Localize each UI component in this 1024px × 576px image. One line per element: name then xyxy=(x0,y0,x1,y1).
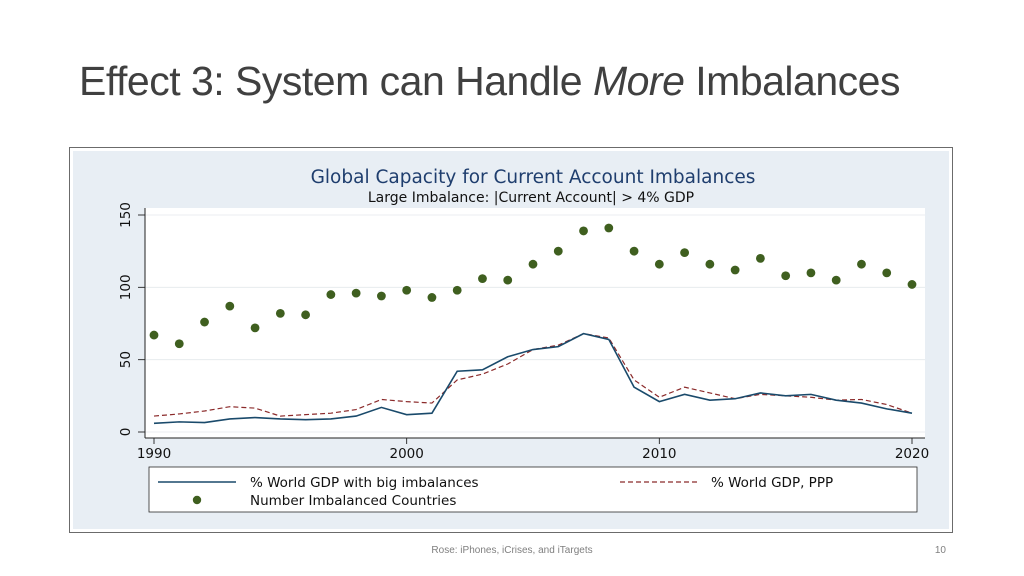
count-point-2008 xyxy=(604,223,614,233)
count-point-2004 xyxy=(503,275,513,285)
legend-key-count xyxy=(192,495,202,505)
legend-label-gdp: % World GDP with big imbalances xyxy=(250,475,479,491)
x-tick-label-2000: 2000 xyxy=(389,446,423,462)
count-point-1997 xyxy=(326,290,336,299)
x-tick-label-2020: 2020 xyxy=(895,446,929,462)
x-tick-label-2010: 2010 xyxy=(642,446,676,462)
count-point-2010 xyxy=(654,259,664,269)
count-point-1990 xyxy=(149,330,159,340)
count-point-2009 xyxy=(629,246,639,256)
slide-title-emphasis: More xyxy=(592,58,685,104)
count-point-2001 xyxy=(427,293,437,302)
count-point-1991 xyxy=(174,339,184,349)
count-point-1996 xyxy=(301,310,310,320)
count-point-2019 xyxy=(882,268,892,278)
count-point-1994 xyxy=(250,323,260,333)
plot-background xyxy=(145,208,925,438)
count-point-2016 xyxy=(806,268,816,278)
count-point-2011 xyxy=(680,248,689,258)
series-line-ppp xyxy=(153,333,913,417)
count-point-1995 xyxy=(275,308,285,318)
page-number: 10 xyxy=(934,545,946,556)
chart-frame: Global Capacity for Current Account Imba… xyxy=(69,147,953,533)
y-tick-label-0: 0 xyxy=(118,428,134,437)
count-point-2014 xyxy=(756,254,765,263)
y-tick-label-150: 150 xyxy=(118,202,134,228)
count-point-1998 xyxy=(351,288,361,298)
count-point-1993 xyxy=(225,301,235,311)
chart-subtitle: Large Imbalance: |Current Account| > 4% … xyxy=(368,190,694,206)
count-point-2018 xyxy=(857,259,866,269)
count-point-2005 xyxy=(528,259,538,269)
count-point-2012 xyxy=(705,259,715,269)
y-tick-label-50: 50 xyxy=(118,351,134,368)
slide-footer: Rose: iPhones, iCrises, and iTargets xyxy=(431,545,593,556)
x-tick-label-1990: 1990 xyxy=(137,446,171,462)
legend-label-ppp: % World GDP, PPP xyxy=(711,475,833,491)
slide-title-prefix: Effect 3: System can Handle xyxy=(79,58,593,104)
chart-svg: Global Capacity for Current Account Imba… xyxy=(73,151,949,529)
count-point-2002 xyxy=(452,285,462,295)
count-point-2006 xyxy=(553,246,563,256)
slide-title: Effect 3: System can Handle More Imbalan… xyxy=(79,58,900,105)
count-point-2017 xyxy=(831,275,841,285)
series-line-gdp xyxy=(153,332,913,425)
count-point-1992 xyxy=(200,317,209,327)
chart-title: Global Capacity for Current Account Imba… xyxy=(311,167,756,188)
count-point-2000 xyxy=(402,285,412,295)
legend-box xyxy=(148,466,918,513)
count-point-2013 xyxy=(730,265,740,275)
chart-legend: % World GDP with big imbalances % World … xyxy=(148,466,918,513)
slide-title-suffix: Imbalances xyxy=(684,58,900,104)
count-point-2015 xyxy=(781,271,791,281)
count-point-2020 xyxy=(907,280,917,289)
plot-area: 0 50 100 150 1990 2000 2010 2020 xyxy=(118,202,929,462)
count-point-2007 xyxy=(579,226,588,236)
y-tick-label-100: 100 xyxy=(118,274,134,300)
count-point-1999 xyxy=(377,291,386,301)
count-point-2003 xyxy=(478,274,487,284)
legend-label-count: Number Imbalanced Countries xyxy=(250,493,456,509)
